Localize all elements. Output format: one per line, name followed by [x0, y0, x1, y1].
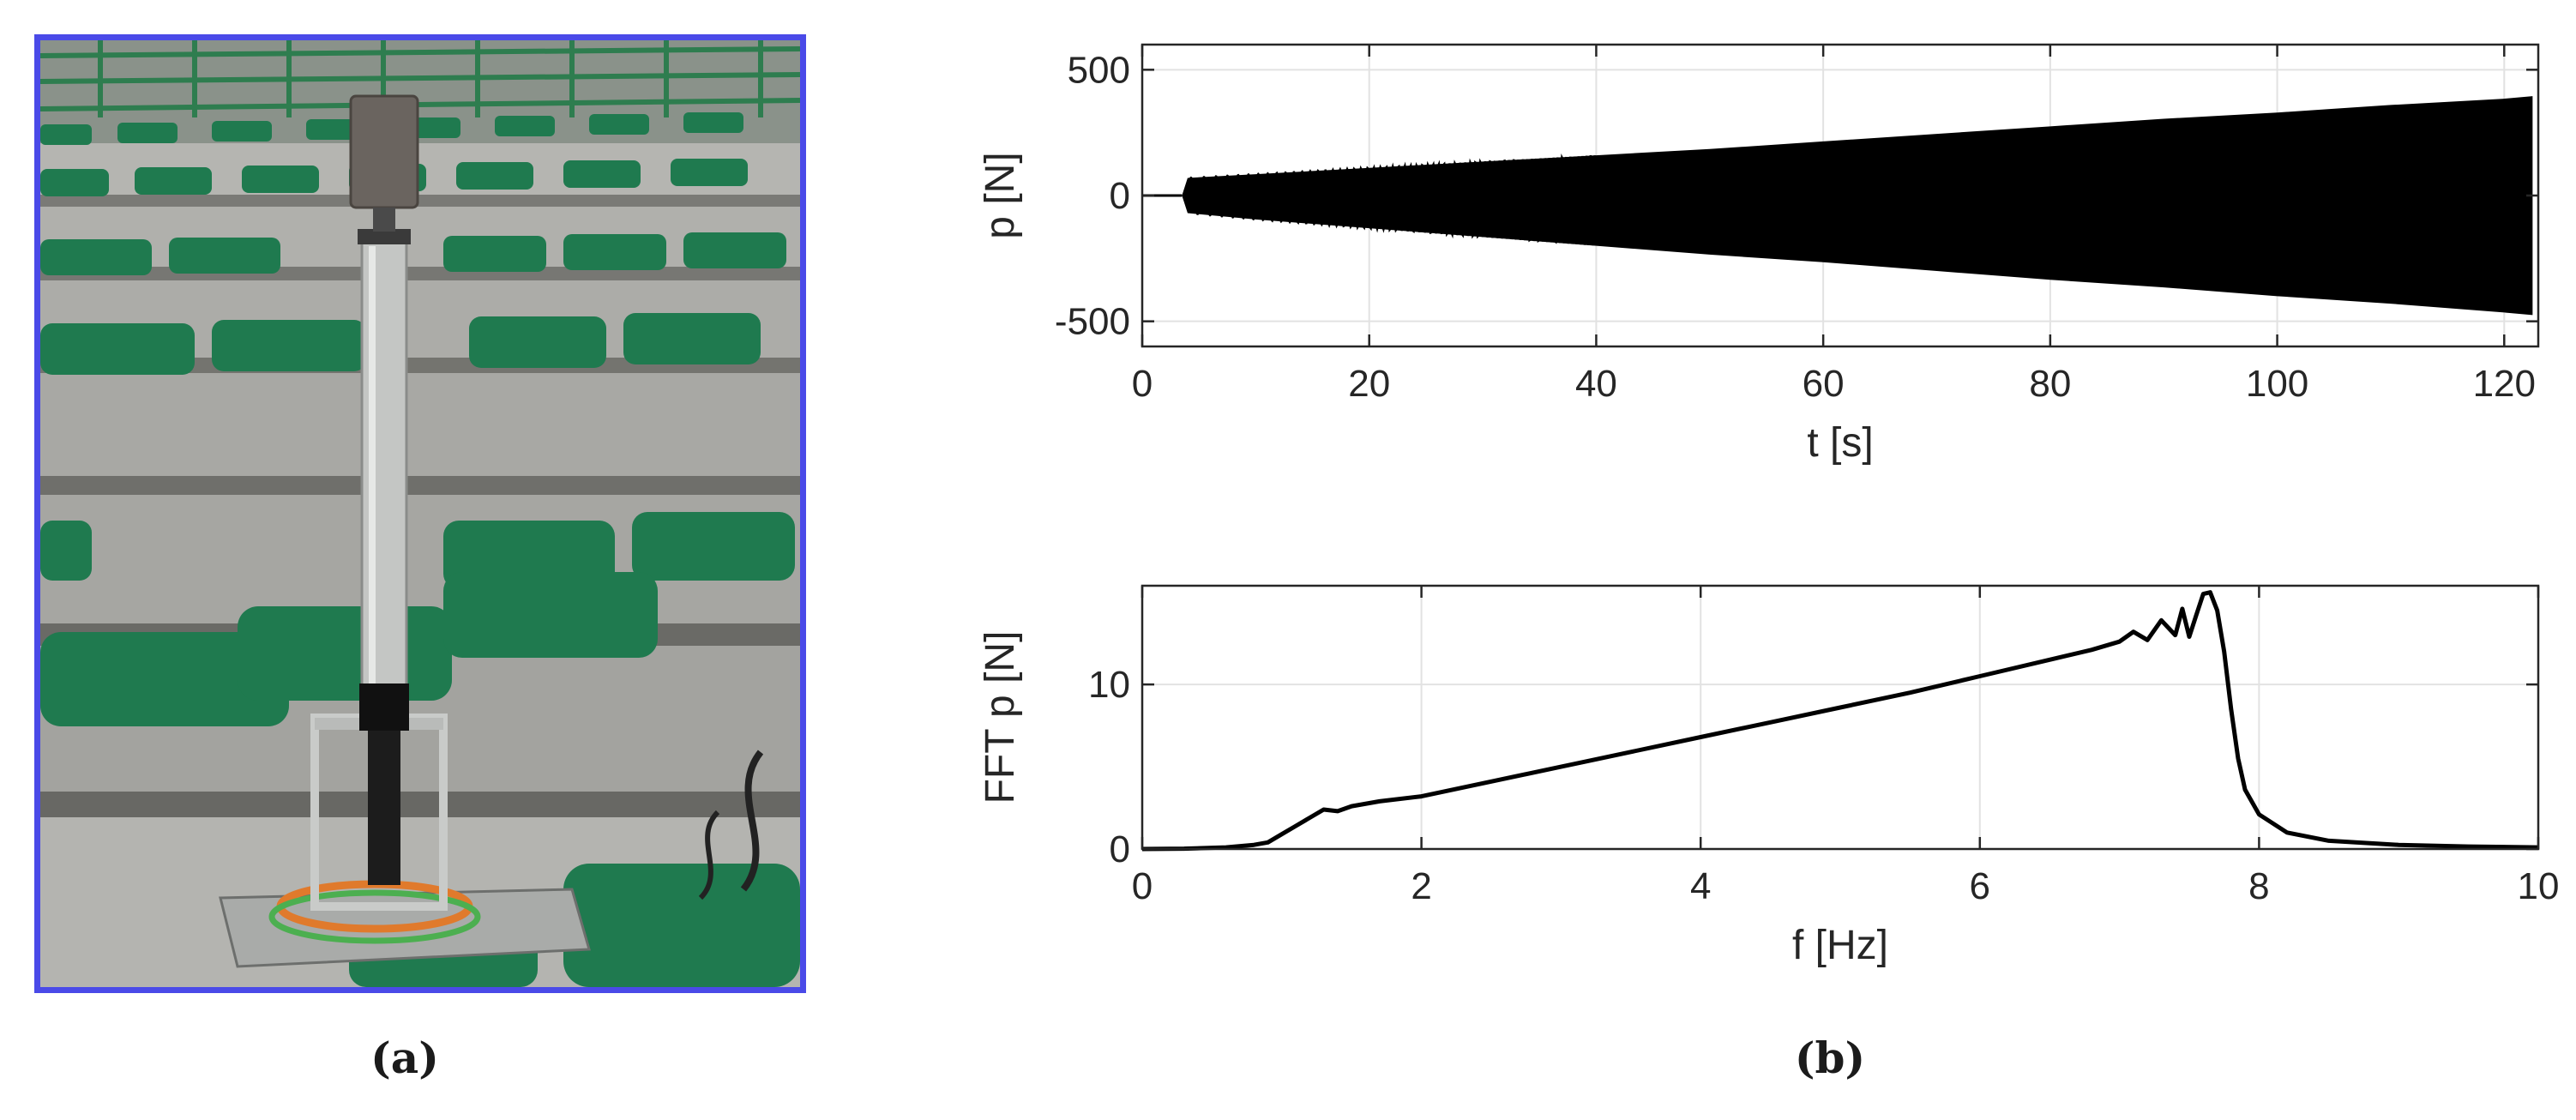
signal-envelope — [1142, 96, 2533, 316]
y-axis-label: FFT p [N] — [978, 631, 1023, 804]
axes-box — [1141, 584, 2540, 851]
x-tick-label-5: 10 — [2518, 865, 2560, 907]
y-tick-label-1: 0 — [1110, 175, 1130, 217]
y-tick-label-1: 10 — [1088, 664, 1130, 706]
x-axis-label: t [s] — [1807, 420, 1873, 466]
plot-2 — [1141, 584, 2540, 852]
x-tick-label-4: 80 — [2029, 363, 2071, 405]
x-tick-label-4: 8 — [2248, 865, 2269, 907]
y-axis-label: p [N] — [978, 152, 1023, 238]
spectrum-line — [1141, 590, 2539, 852]
y-tick-label-0: 0 — [1110, 828, 1130, 870]
x-tick-label-1: 2 — [1411, 865, 1431, 907]
x-tick-label-3: 6 — [1970, 865, 1990, 907]
x-tick-label-2: 40 — [1575, 363, 1617, 405]
signal-oscillation — [1186, 153, 1598, 246]
shaker-photo — [40, 40, 800, 987]
caption-b: (b) — [1794, 1033, 1866, 1083]
x-tick-label-5: 100 — [2246, 363, 2308, 405]
x-tick-label-2: 4 — [1690, 865, 1711, 907]
y-tick-label-0: -500 — [1055, 301, 1130, 343]
x-tick-label-1: 20 — [1348, 363, 1390, 405]
x-axis-label: f [Hz] — [1792, 923, 1888, 968]
x-tick-label-6: 120 — [2473, 363, 2536, 405]
plot-1 — [1141, 43, 2540, 348]
y-tick-label-2: 500 — [1068, 49, 1130, 91]
x-tick-label-0: 0 — [1132, 363, 1153, 405]
photo-panel — [34, 34, 806, 993]
x-tick-label-0: 0 — [1132, 865, 1153, 907]
x-tick-label-3: 60 — [1803, 363, 1845, 405]
caption-a: (a) — [370, 1033, 439, 1083]
